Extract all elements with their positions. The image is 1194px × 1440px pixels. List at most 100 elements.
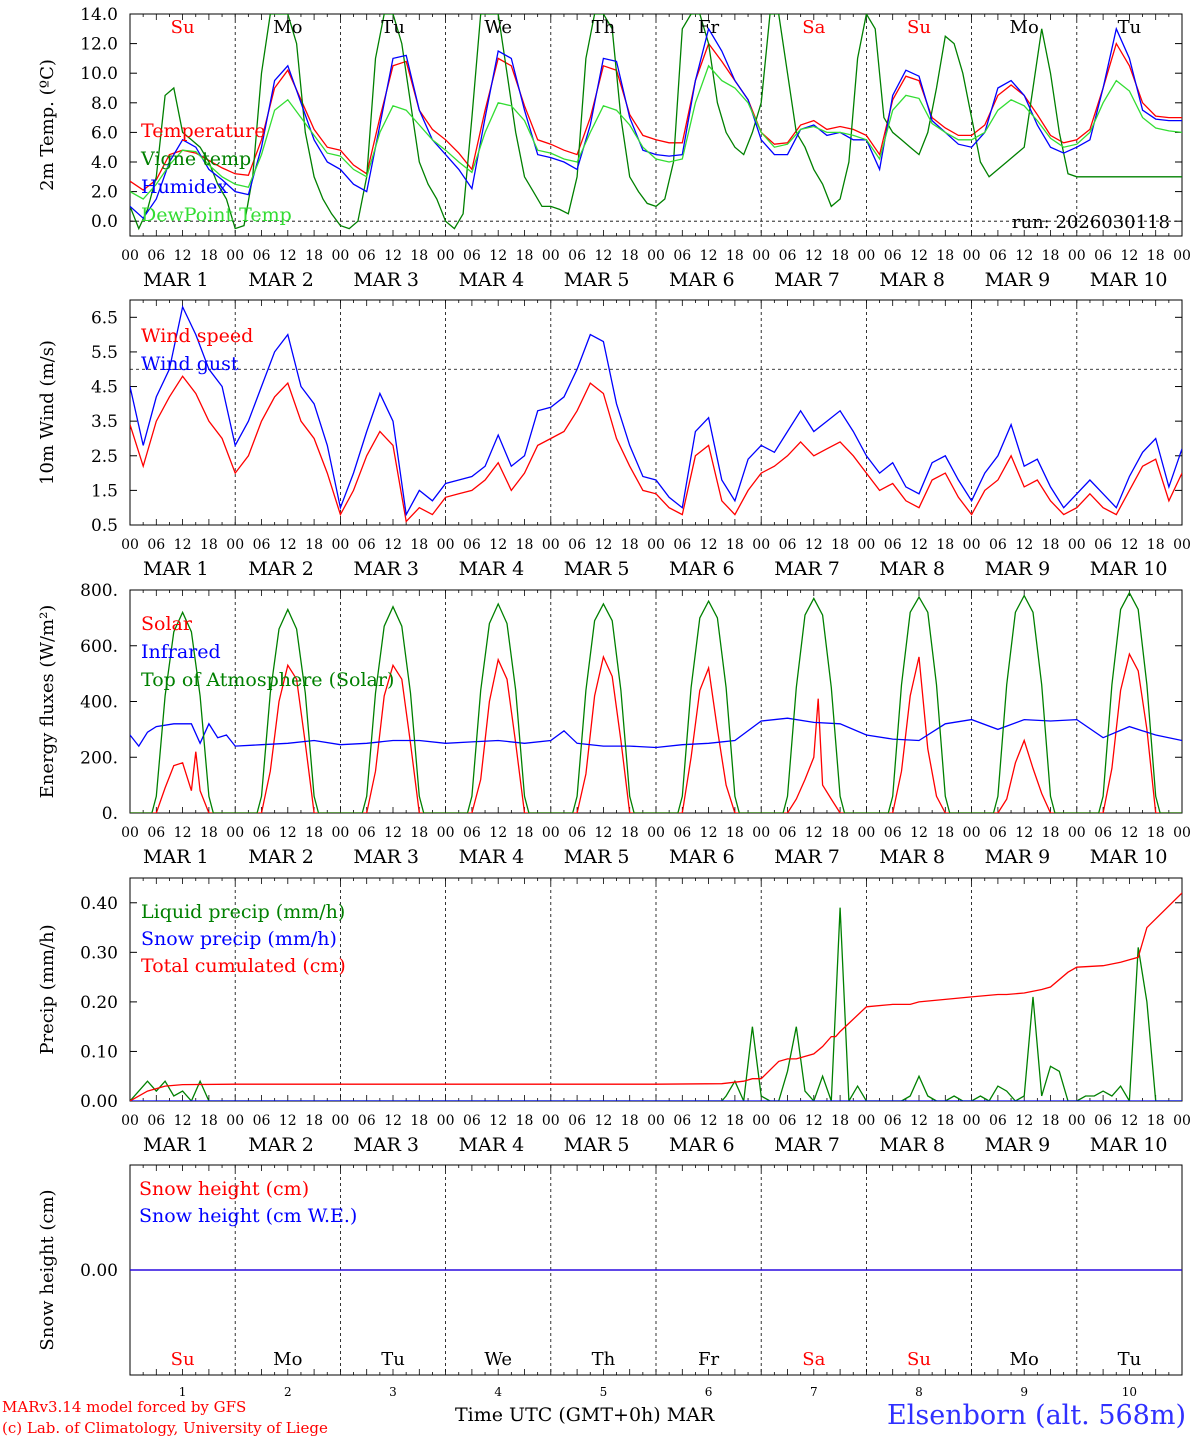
y-tick-label: 10.0 [80,64,118,84]
legend-entry: Snow precip (mm/h) [141,928,337,950]
x-day-label: MAR 10 [1090,269,1168,291]
x-hour-label: 00 [121,537,139,553]
y-tick-label: 12.0 [80,35,118,55]
x-hour-label: 00 [752,248,770,264]
weekday-label: Fr [698,1349,719,1370]
x-hour-label: 06 [147,825,165,841]
x-day-label: MAR 5 [564,558,630,580]
x-hour-label: 12 [1120,825,1138,841]
x-hour-label: 06 [884,825,902,841]
x-day-label: MAR 2 [248,269,314,291]
bottom-day-number: 3 [389,1385,397,1399]
weekday-label: Tu [1118,17,1142,38]
x-hour-label: 06 [884,537,902,553]
y-tick-label: 1.5 [91,481,118,501]
weekday-label: Su [907,1349,931,1370]
y-tick-label: 0.00 [80,1261,118,1281]
x-hour-label: 00 [437,537,455,553]
x-hour-label: 00 [331,825,349,841]
x-day-label: MAR 2 [248,1134,314,1156]
x-hour-label: 00 [752,825,770,841]
x-hour-label: 00 [1068,248,1086,264]
x-hour-label: 00 [226,825,244,841]
x-hour-label: 18 [516,248,534,264]
x-day-label: MAR 7 [774,846,840,868]
x-hour-label: 06 [358,537,376,553]
weekday-label: Sa [802,1349,825,1370]
x-day-label: MAR 1 [143,269,209,291]
x-hour-label: 00 [226,537,244,553]
series-line [130,591,1182,813]
bottom-day-number: 10 [1122,1385,1137,1399]
x-day-label: MAR 8 [879,558,945,580]
x-hour-label: 06 [989,537,1007,553]
x-hour-label: 18 [726,1113,744,1129]
x-hour-label: 18 [831,537,849,553]
x-hour-label: 12 [384,1113,402,1129]
x-hour-label: 12 [1015,248,1033,264]
x-day-label: MAR 7 [774,558,840,580]
credit-lab: (c) Lab. of Climatology, University of L… [2,1419,328,1437]
weekday-label: Tu [381,1349,405,1370]
series-line [130,304,1182,517]
x-hour-label: 00 [963,825,981,841]
legend-entry: Infrared [141,641,221,663]
x-hour-label: 00 [647,537,665,553]
x-hour-label: 12 [700,1113,718,1129]
y-tick-label: 800. [80,581,118,601]
x-hour-label: 00 [542,1113,560,1129]
x-day-label: MAR 8 [879,846,945,868]
x-hour-label: 00 [752,537,770,553]
x-hour-label: 18 [410,248,428,264]
x-hour-label: 18 [1147,537,1165,553]
x-hour-label: 18 [726,825,744,841]
bottom-day-number: 5 [600,1385,608,1399]
x-hour-label: 18 [200,537,218,553]
series-line [130,375,1182,523]
x-day-label: MAR 3 [353,1134,419,1156]
x-hour-label: 06 [568,1113,586,1129]
legend-entry: Humidex [141,176,228,198]
weekday-label: Sa [802,17,825,38]
month-label: MAR [666,1404,715,1426]
x-day-label: MAR 5 [564,846,630,868]
x-hour-label: 06 [884,248,902,264]
x-day-label: MAR 8 [879,1134,945,1156]
x-hour-label: 00 [542,248,560,264]
y-tick-label: 0.10 [80,1042,118,1062]
x-day-label: MAR 5 [564,1134,630,1156]
x-hour-label: 06 [779,537,797,553]
x-hour-label: 06 [1094,825,1112,841]
x-hour-label: 12 [279,1113,297,1129]
weekday-label: Tu [381,17,405,38]
x-hour-label: 18 [621,537,639,553]
series-line [130,41,1182,191]
x-hour-label: 00 [647,248,665,264]
x-hour-label: 18 [305,825,323,841]
x-hour-label: 06 [463,1113,481,1129]
series-line [130,652,1182,813]
x-hour-label: 18 [1042,825,1060,841]
x-hour-label: 06 [779,825,797,841]
y-tick-label: 4.0 [91,153,118,173]
x-day-label: MAR 7 [774,269,840,291]
x-hour-label: 00 [857,1113,875,1129]
x-hour-label: 18 [200,1113,218,1129]
x-hour-label: 12 [174,1113,192,1129]
y-tick-label: 0.00 [80,1092,118,1112]
x-hour-label: 06 [989,248,1007,264]
x-hour-label: 06 [358,1113,376,1129]
weekday-label: We [484,17,512,38]
x-hour-label: 12 [910,825,928,841]
x-hour-label: 06 [1094,537,1112,553]
y-tick-label: 6.0 [91,123,118,143]
x-hour-label: 00 [1173,825,1191,841]
x-hour-label: 12 [1120,1113,1138,1129]
x-hour-label: 12 [1015,1113,1033,1129]
x-hour-label: 12 [594,537,612,553]
x-day-label: MAR 1 [143,1134,209,1156]
x-hour-label: 18 [305,1113,323,1129]
x-hour-label: 12 [489,1113,507,1129]
x-hour-label: 12 [1120,537,1138,553]
x-hour-label: 00 [752,1113,770,1129]
